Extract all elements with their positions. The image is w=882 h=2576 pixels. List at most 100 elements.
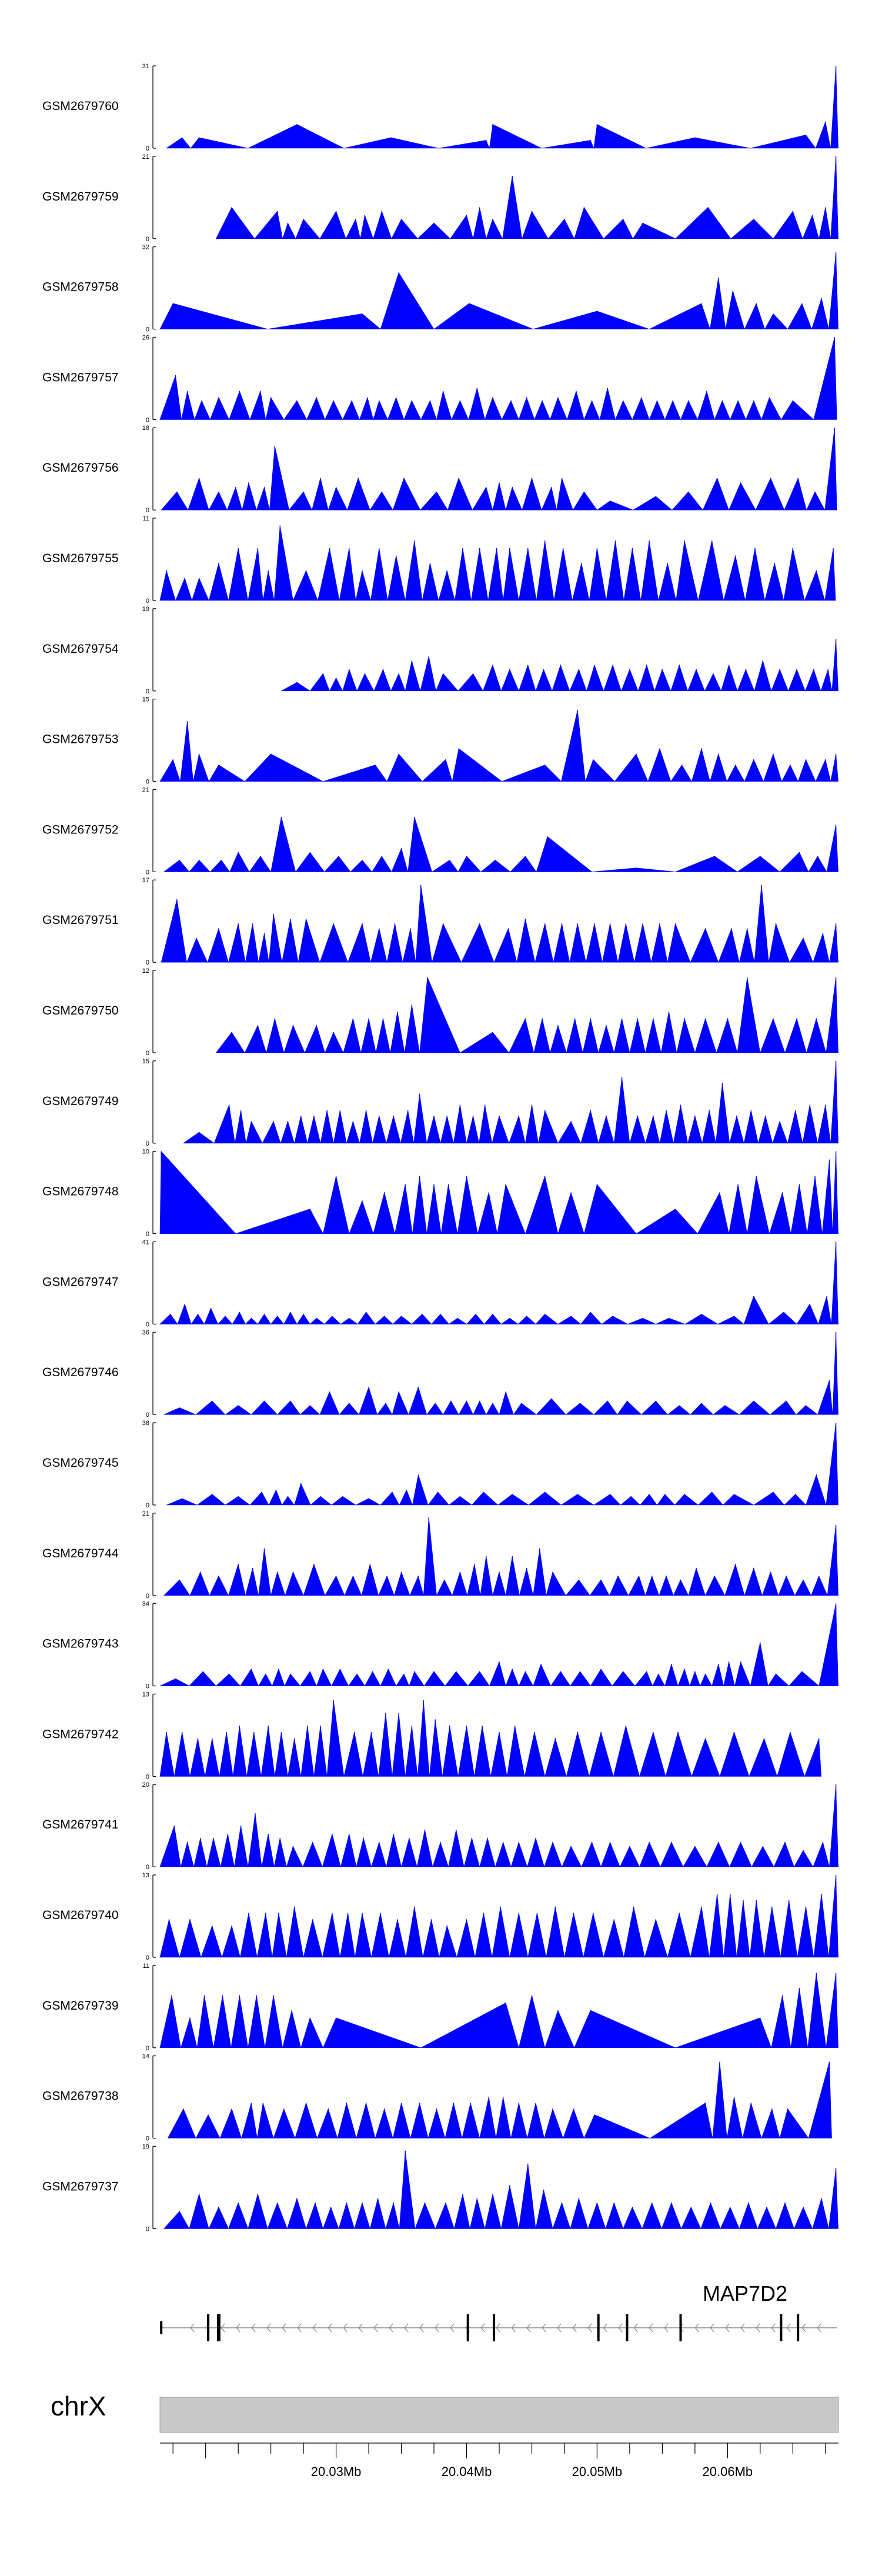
strand-arrow-icon: [358, 2323, 363, 2333]
coverage-area: [182, 1060, 838, 1144]
y-tick-label-zero: 0: [146, 779, 149, 786]
strand-arrow-icon: [740, 2323, 745, 2333]
strand-arrow-icon: [251, 2323, 256, 2333]
y-tick-label-zero: 0: [146, 1321, 149, 1328]
y-tick-label-max: 31: [142, 63, 149, 70]
track-GSM2679744: GSM2679744 21 0: [42, 1510, 838, 1600]
strand-arrow-icon: [389, 2323, 393, 2333]
strand-arrow-icon: [756, 2323, 760, 2333]
track-label: GSM2679738: [42, 2090, 119, 2103]
coverage-area: [215, 976, 838, 1054]
coverage-area: [167, 2061, 832, 2139]
track-GSM2679742: GSM2679742 13 0: [42, 1691, 822, 1780]
y-tick-label-zero: 0: [146, 1593, 149, 1600]
track-GSM2679740: GSM2679740 13 0: [42, 1872, 838, 1961]
strand-arrow-icon: [190, 2323, 195, 2333]
y-tick-label-max: 12: [142, 967, 149, 975]
exon-mark: [597, 2314, 600, 2341]
coverage-area: [215, 156, 838, 239]
y-tick-label-zero: 0: [146, 1140, 149, 1147]
track-label: GSM2679744: [42, 1547, 119, 1560]
y-tick-label-zero: 0: [146, 236, 149, 243]
strand-arrow-icon: [511, 2323, 516, 2333]
track-label: GSM2679743: [42, 1637, 119, 1651]
track-label: GSM2679754: [42, 642, 119, 656]
coverage-area: [159, 252, 838, 330]
coordinate-tick-label: 20.06Mb: [703, 2464, 753, 2479]
strand-arrow-icon: [297, 2323, 302, 2333]
track-GSM2679755: GSM2679755 11 0: [42, 515, 836, 605]
strand-arrow-icon: [435, 2323, 439, 2333]
y-tick-label-max: 20: [142, 1781, 149, 1788]
y-tick-label-max: 36: [142, 1329, 149, 1336]
strand-arrow-icon: [664, 2323, 669, 2333]
exon-mark: [207, 2314, 210, 2341]
track-label: GSM2679760: [42, 99, 119, 113]
coverage-area: [163, 817, 838, 873]
track-label: GSM2679739: [42, 1999, 119, 2013]
coverage-area: [161, 885, 838, 963]
strand-arrow-icon: [480, 2323, 485, 2333]
y-tick-label-max: 14: [142, 2053, 149, 2060]
exon-mark: [797, 2314, 800, 2341]
gene-name-label: MAP7D2: [703, 2281, 787, 2305]
track-GSM2679745: GSM2679745 38 0: [42, 1420, 838, 1509]
track-GSM2679753: GSM2679753 15 0: [42, 696, 838, 786]
strand-arrow-icon: [343, 2323, 348, 2333]
y-tick-label-max: 21: [142, 786, 149, 793]
chromosome-axis-track: chrX 20.03Mb 20.04Mb 20.05Mb 20.06Mb: [51, 2391, 839, 2479]
track-GSM2679750: GSM2679750 12 0: [42, 967, 838, 1057]
strand-arrow-icon: [496, 2323, 500, 2333]
y-tick-label-max: 41: [142, 1239, 149, 1246]
track-GSM2679747: GSM2679747 41 0: [42, 1239, 838, 1328]
y-tick-label-zero: 0: [146, 1231, 149, 1238]
strand-arrow-icon: [786, 2323, 791, 2333]
strand-arrow-icon: [236, 2323, 240, 2333]
strand-arrow-icon: [603, 2323, 607, 2333]
track-label: GSM2679740: [42, 1908, 119, 1922]
exon-mark: [780, 2314, 783, 2341]
coverage-tracks: GSM2679760310GSM2679759210GSM2679758320G…: [42, 63, 838, 2233]
track-GSM2679746: GSM2679746 36 0: [42, 1329, 838, 1419]
y-tick-label-zero: 0: [146, 869, 149, 876]
y-tick-label-max: 26: [142, 334, 149, 341]
y-tick-label-zero: 0: [146, 598, 149, 605]
strand-arrow-icon: [450, 2323, 455, 2333]
strand-arrow-icon: [282, 2323, 286, 2333]
coverage-area: [159, 525, 836, 602]
track-label: GSM2679745: [42, 1456, 119, 1470]
track-label: GSM2679759: [42, 190, 119, 203]
track-label: GSM2679750: [42, 1004, 119, 1017]
track-GSM2679743: GSM2679743 34 0: [42, 1601, 838, 1690]
y-tick-label-zero: 0: [146, 1683, 149, 1690]
track-label: GSM2679756: [42, 461, 119, 475]
y-tick-label-zero: 0: [146, 326, 149, 333]
coverage-area: [159, 1973, 838, 2048]
track-GSM2679754: GSM2679754 19 0: [42, 606, 838, 695]
strand-arrow-icon: [373, 2323, 378, 2333]
coverage-area: [163, 1332, 838, 1416]
y-tick-label-zero: 0: [146, 2225, 149, 2233]
track-label: GSM2679747: [42, 1275, 119, 1289]
y-tick-label-max: 19: [142, 2143, 149, 2150]
track-GSM2679748: GSM2679748 10 0: [42, 1149, 838, 1238]
y-tick-label-zero: 0: [146, 1502, 149, 1509]
y-tick-label-max: 11: [143, 515, 149, 522]
y-tick-label-max: 18: [142, 425, 149, 432]
strand-arrow-icon: [557, 2323, 562, 2333]
exon-mark: [679, 2314, 682, 2341]
coverage-area: [159, 1242, 838, 1325]
coverage-area: [159, 1784, 838, 1868]
strand-arrow-icon: [220, 2323, 225, 2333]
y-tick-label-max: 13: [142, 1872, 149, 1879]
strand-arrow-icon: [328, 2323, 332, 2333]
y-tick-label-max: 32: [142, 244, 149, 251]
y-tick-label-zero: 0: [146, 688, 149, 695]
y-tick-label-max: 15: [142, 696, 149, 703]
y-tick-label-max: 17: [142, 877, 149, 884]
exon-mark: [160, 2321, 163, 2334]
coverage-area: [159, 1700, 822, 1777]
y-tick-label-zero: 0: [146, 1864, 149, 1871]
y-tick-label-max: 38: [142, 1420, 149, 1427]
strand-arrow-icon: [266, 2323, 271, 2333]
